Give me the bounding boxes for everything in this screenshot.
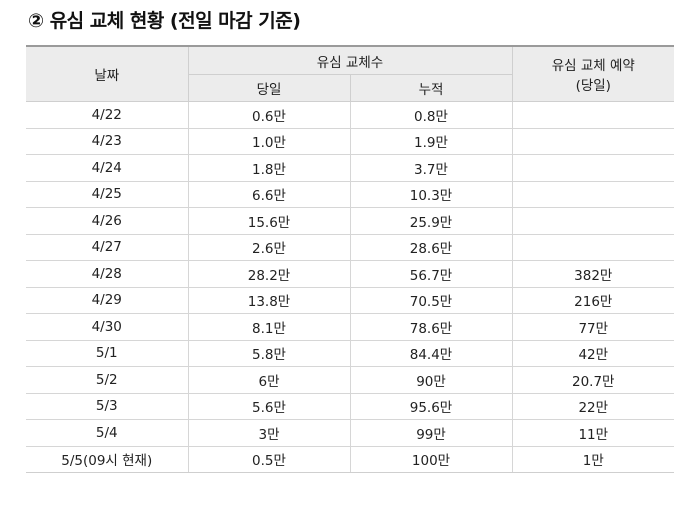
cell-cumulative: 95.6만 xyxy=(349,393,512,420)
table-row: 5/2 6만 90만 20.7만 xyxy=(26,366,674,394)
cell-reservation xyxy=(511,234,674,261)
cell-daily: 2.6만 xyxy=(187,234,350,261)
cell-daily: 6.6만 xyxy=(187,181,350,208)
cell-reservation: 42만 xyxy=(511,340,674,367)
table-row: 4/26 15.6만 25.9만 xyxy=(26,207,674,235)
table-row: 4/28 28.2만 56.7만 382만 xyxy=(26,260,674,288)
cell-date: 5/3 xyxy=(26,393,188,420)
cell-cumulative: 10.3만 xyxy=(349,181,512,208)
cell-date: 5/4 xyxy=(26,419,188,447)
table-row: 5/1 5.8만 84.4만 42만 xyxy=(26,340,674,367)
table-row: 4/27 2.6만 28.6만 xyxy=(26,234,674,261)
cell-cumulative: 70.5만 xyxy=(349,287,512,314)
cell-daily: 6만 xyxy=(187,366,350,394)
cell-date: 4/23 xyxy=(26,128,188,155)
table-row: 4/30 8.1만 78.6만 77만 xyxy=(26,313,674,341)
cell-daily: 5.8만 xyxy=(187,340,350,367)
cell-date: 4/30 xyxy=(26,313,188,341)
section-heading: ② 유심 교체 현황 (전일 마감 기준) xyxy=(28,10,301,32)
cell-cumulative: 100만 xyxy=(349,446,512,473)
cell-date: 4/27 xyxy=(26,234,188,261)
table-row: 5/3 5.6만 95.6만 22만 xyxy=(26,393,674,420)
cell-reservation xyxy=(511,128,674,155)
cell-daily: 28.2만 xyxy=(187,260,350,288)
header-cumulative: 누적 xyxy=(349,74,513,102)
header-replace-group: 유심 교체수 xyxy=(187,45,513,75)
cell-reservation: 22만 xyxy=(511,393,674,420)
cell-cumulative: 0.8만 xyxy=(349,101,512,129)
cell-daily: 8.1만 xyxy=(187,313,350,341)
cell-date: 4/28 xyxy=(26,260,188,288)
table-row: 4/22 0.6만 0.8만 xyxy=(26,101,674,129)
header-daily: 당일 xyxy=(187,74,351,102)
cell-cumulative: 84.4만 xyxy=(349,340,512,367)
header-reservation-line1: 유심 교체 예약 xyxy=(551,58,635,74)
table-row: 5/4 3만 99만 11만 xyxy=(26,419,674,447)
cell-reservation: 382만 xyxy=(511,260,674,288)
cell-date: 5/2 xyxy=(26,366,188,394)
cell-cumulative: 25.9만 xyxy=(349,207,512,235)
cell-cumulative: 3.7만 xyxy=(349,154,512,182)
cell-date: 4/29 xyxy=(26,287,188,314)
cell-daily: 1.0만 xyxy=(187,128,350,155)
cell-cumulative: 56.7만 xyxy=(349,260,512,288)
usim-replacement-table: 날짜 유심 교체수 유심 교체 예약 (당일) 당일 누적 4/22 0.6만 0.… xyxy=(26,45,674,473)
table-row: 4/23 1.0만 1.9만 xyxy=(26,128,674,155)
cell-reservation xyxy=(511,101,674,129)
cell-daily: 0.5만 xyxy=(187,446,350,473)
table-row: 4/25 6.6만 10.3만 xyxy=(26,181,674,208)
cell-reservation: 77만 xyxy=(511,313,674,341)
cell-date: 4/22 xyxy=(26,101,188,129)
header-date: 날짜 xyxy=(26,45,189,102)
cell-reservation xyxy=(511,207,674,235)
cell-reservation: 216만 xyxy=(511,287,674,314)
cell-date: 4/24 xyxy=(26,154,188,182)
cell-daily: 0.6만 xyxy=(187,101,350,129)
cell-cumulative: 28.6만 xyxy=(349,234,512,261)
cell-cumulative: 90만 xyxy=(349,366,512,394)
cell-cumulative: 1.9만 xyxy=(349,128,512,155)
table-row: 4/24 1.8만 3.7만 xyxy=(26,154,674,182)
cell-date: 5/1 xyxy=(26,340,188,367)
table-row: 5/5(09시 현재) 0.5만 100만 1만 xyxy=(26,446,674,473)
cell-date: 4/25 xyxy=(26,181,188,208)
cell-date: 5/5(09시 현재) xyxy=(26,446,188,473)
cell-daily: 1.8만 xyxy=(187,154,350,182)
cell-cumulative: 78.6만 xyxy=(349,313,512,341)
cell-daily: 15.6만 xyxy=(187,207,350,235)
header-reservation-line2: (당일) xyxy=(575,78,611,94)
cell-reservation: 11만 xyxy=(511,419,674,447)
cell-reservation: 20.7만 xyxy=(511,366,674,394)
cell-daily: 13.8만 xyxy=(187,287,350,314)
cell-reservation: 1만 xyxy=(511,446,674,473)
cell-daily: 3만 xyxy=(187,419,350,447)
cell-reservation xyxy=(511,181,674,208)
cell-cumulative: 99만 xyxy=(349,419,512,447)
cell-daily: 5.6만 xyxy=(187,393,350,420)
header-reservation: 유심 교체 예약 (당일) xyxy=(511,45,674,102)
table-row: 4/29 13.8만 70.5만 216만 xyxy=(26,287,674,314)
cell-reservation xyxy=(511,154,674,182)
cell-date: 4/26 xyxy=(26,207,188,235)
